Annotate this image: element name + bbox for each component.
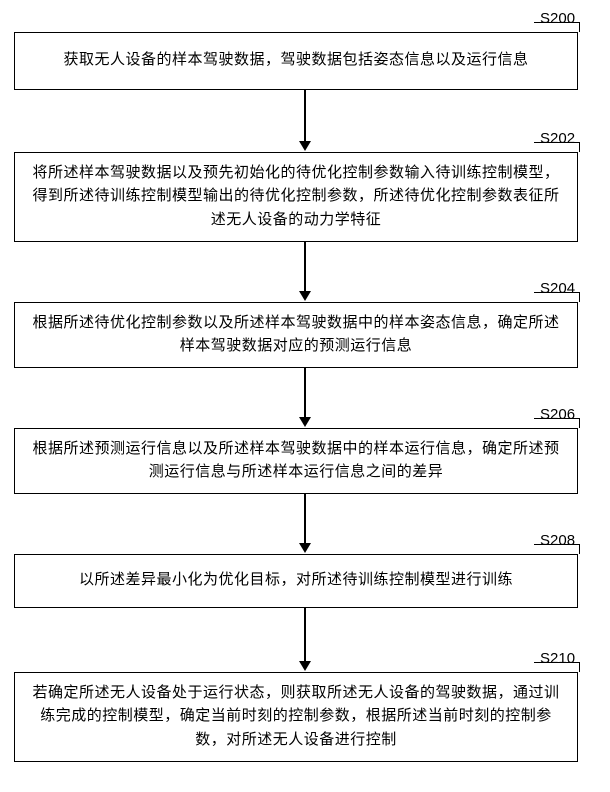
label-connector-s210 xyxy=(534,662,580,672)
flow-node-s208: 以所述差异最小化为优化目标，对所述待训练控制模型进行训练 xyxy=(14,554,578,608)
label-connector-s202 xyxy=(534,142,580,152)
flow-node-s200: 获取无人设备的样本驾驶数据，驾驶数据包括姿态信息以及运行信息 xyxy=(14,32,578,90)
flow-arrow xyxy=(299,90,311,151)
label-connector-s204 xyxy=(534,292,580,302)
label-connector-s208 xyxy=(534,544,580,554)
flowchart-container: S200 获取无人设备的样本驾驶数据，驾驶数据包括姿态信息以及运行信息 S202… xyxy=(0,0,610,792)
flow-arrow xyxy=(299,608,311,671)
label-connector-s206 xyxy=(534,418,580,428)
flow-arrow xyxy=(299,242,311,301)
flow-node-s204: 根据所述待优化控制参数以及所述样本驾驶数据中的样本姿态信息，确定所述样本驾驶数据… xyxy=(14,302,578,368)
flow-arrow xyxy=(299,494,311,553)
flow-arrow xyxy=(299,368,311,427)
flow-node-text: 获取无人设备的样本驾驶数据，驾驶数据包括姿态信息以及运行信息 xyxy=(63,49,528,72)
flow-node-text: 以所述差异最小化为优化目标，对所述待训练控制模型进行训练 xyxy=(79,569,513,592)
flow-node-text: 根据所述预测运行信息以及所述样本驾驶数据中的样本运行信息，确定所述预测运行信息与… xyxy=(25,438,567,485)
label-connector-s200 xyxy=(534,22,580,32)
flow-node-s206: 根据所述预测运行信息以及所述样本驾驶数据中的样本运行信息，确定所述预测运行信息与… xyxy=(14,428,578,494)
flow-node-s202: 将所述样本驾驶数据以及预先初始化的待优化控制参数输入待训练控制模型，得到所述待训… xyxy=(14,152,578,242)
flow-node-text: 将所述样本驾驶数据以及预先初始化的待优化控制参数输入待训练控制模型，得到所述待训… xyxy=(25,162,567,232)
flow-node-s210: 若确定所述无人设备处于运行状态，则获取所述无人设备的驾驶数据，通过训练完成的控制… xyxy=(14,672,578,762)
flow-node-text: 若确定所述无人设备处于运行状态，则获取所述无人设备的驾驶数据，通过训练完成的控制… xyxy=(25,682,567,752)
flow-node-text: 根据所述待优化控制参数以及所述样本驾驶数据中的样本姿态信息，确定所述样本驾驶数据… xyxy=(25,312,567,359)
